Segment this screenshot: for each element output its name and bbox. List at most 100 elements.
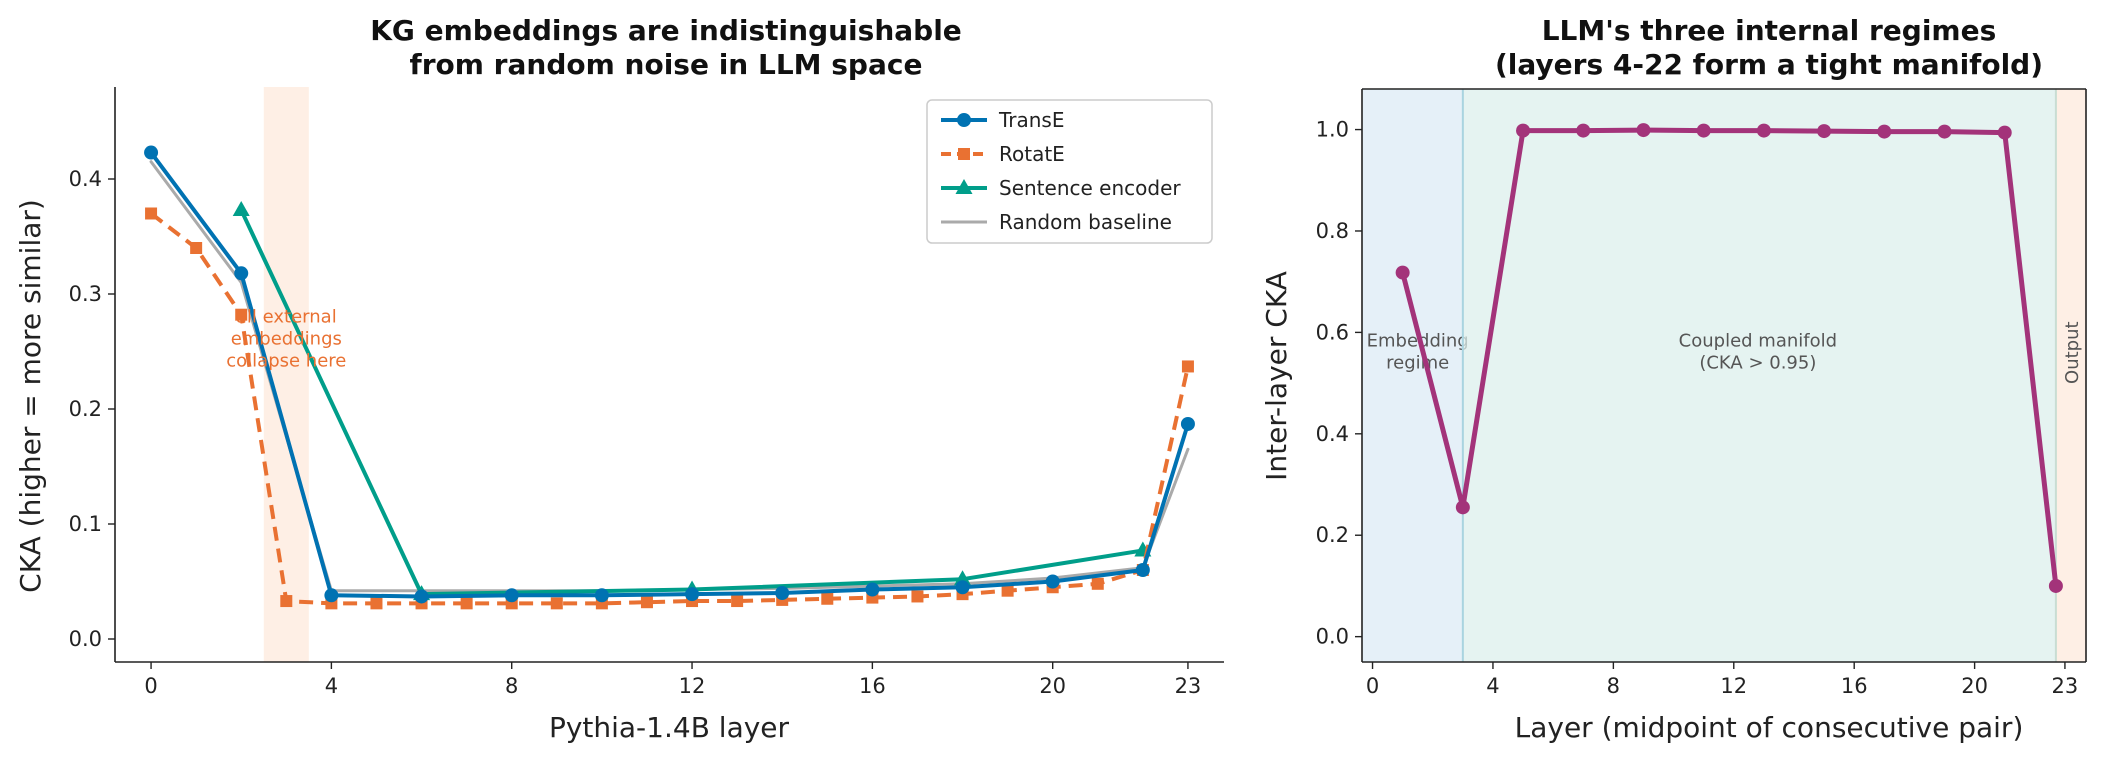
legend-item-transe: TransE bbox=[941, 108, 1065, 132]
annotation-line: collapse here bbox=[226, 351, 346, 372]
region-label: Coupled manifold bbox=[1679, 331, 1837, 352]
right-x-tick-label: 8 bbox=[1607, 674, 1620, 698]
right-chart-title-line-1: LLM's three internal regimes bbox=[1542, 14, 1997, 47]
annotation-line: embeddings bbox=[231, 329, 342, 350]
legend: TransE RotatE Sentence encoder Random basel… bbox=[926, 99, 1213, 244]
right-chart-title-line-2: (layers 4-22 form a tight manifold) bbox=[1495, 48, 2043, 81]
left-data-point bbox=[280, 595, 293, 608]
right-x-tick-label: 0 bbox=[1366, 674, 1379, 698]
left-data-point bbox=[640, 596, 653, 609]
region-coupled-manifold bbox=[1462, 89, 2056, 662]
right-y-tick-label: 0.2 bbox=[1316, 523, 1349, 547]
right-x-tick-label: 20 bbox=[1961, 674, 1988, 698]
left-data-point bbox=[144, 145, 159, 160]
left-data-point bbox=[911, 590, 924, 603]
left-x-tick-label: 20 bbox=[1039, 674, 1066, 698]
left-data-point bbox=[775, 586, 790, 600]
left-x-tick-label: 0 bbox=[144, 674, 157, 698]
legend-marker bbox=[958, 148, 970, 160]
left-series-sentence-encoder bbox=[232, 201, 1152, 601]
right-series-group bbox=[1395, 123, 2063, 593]
left-series-transe bbox=[144, 145, 1195, 604]
left-y-tick-label: 0.2 bbox=[69, 397, 102, 421]
right-x-tick-label: 4 bbox=[1486, 674, 1499, 698]
right-data-point bbox=[2048, 578, 2063, 593]
right-series-line-0 bbox=[1400, 127, 2059, 589]
left-data-point bbox=[1045, 574, 1060, 589]
left-data-point bbox=[1181, 360, 1194, 373]
left-data-point bbox=[821, 592, 834, 605]
left-data-point bbox=[145, 207, 158, 220]
legend-marker bbox=[957, 113, 971, 127]
right-y-tick-label: 0.0 bbox=[1316, 625, 1349, 649]
left-chart-title-line-2: from random noise in LLM space bbox=[410, 48, 923, 81]
right-y-tick-label: 0.8 bbox=[1316, 219, 1349, 243]
left-data-point bbox=[414, 589, 429, 604]
right-data-point bbox=[1395, 265, 1410, 280]
left-data-point bbox=[504, 588, 519, 603]
right-data-point bbox=[1756, 123, 1771, 138]
left-data-point bbox=[550, 597, 563, 610]
left-y-tick-label: 0.3 bbox=[69, 282, 102, 306]
left-data-point bbox=[954, 570, 972, 586]
left-data-point bbox=[460, 597, 473, 610]
right-y-axis-label: Inter-layer CKA bbox=[1260, 271, 1293, 481]
right-data-point bbox=[1455, 500, 1470, 515]
region-output bbox=[2055, 89, 2086, 662]
left-chart-title-line-1: KG embeddings are indistinguishable bbox=[370, 14, 962, 47]
right-data-point bbox=[1516, 123, 1531, 138]
region-embedding bbox=[1362, 89, 1463, 662]
right-data-point bbox=[1997, 125, 2012, 140]
legend-label: TransE bbox=[998, 108, 1065, 132]
left-series-group bbox=[144, 145, 1195, 610]
right-data-point bbox=[1636, 123, 1651, 138]
legend-marker bbox=[955, 179, 973, 194]
right-data-point bbox=[1576, 123, 1591, 138]
legend-label: Random baseline bbox=[999, 210, 1172, 234]
left-x-tick-label: 23 bbox=[1175, 674, 1202, 698]
region-label: (CKA > 0.95) bbox=[1699, 353, 1816, 374]
right-y-tick-label: 1.0 bbox=[1316, 118, 1349, 142]
left-y-tick-label: 0.1 bbox=[69, 512, 102, 536]
right-series-0 bbox=[1395, 123, 2063, 593]
annotation-line: all external bbox=[236, 307, 337, 328]
legend-item-sentence-encoder: Sentence encoder bbox=[941, 176, 1181, 200]
left-y-tick-label: 0.4 bbox=[69, 167, 102, 191]
left-data-point bbox=[1001, 584, 1014, 597]
right-x-tick-label: 16 bbox=[1841, 674, 1868, 698]
left-series-line-sentence-encoder bbox=[239, 208, 1145, 597]
left-x-tick-label: 12 bbox=[679, 674, 706, 698]
right-data-point bbox=[1817, 124, 1832, 139]
right-y-tick-label: 0.4 bbox=[1316, 422, 1349, 446]
region-label: Output bbox=[2062, 321, 2083, 384]
right-x-axis-label: Layer (midpoint of consecutive pair) bbox=[1515, 711, 2024, 744]
right-data-point bbox=[1696, 123, 1711, 138]
left-data-point bbox=[190, 242, 203, 254]
left-axes: 0 4 8 12 16 20 23 0.0 0.1 0.2 0.3 0.4 bbox=[69, 87, 1224, 698]
legend-label: RotatE bbox=[999, 142, 1065, 166]
left-data-point bbox=[1135, 563, 1150, 577]
left-x-tick-label: 16 bbox=[859, 674, 886, 698]
left-y-tick-label: 0.0 bbox=[69, 627, 102, 651]
left-data-point bbox=[685, 587, 700, 602]
left-data-point bbox=[235, 308, 248, 321]
left-data-point bbox=[955, 580, 970, 595]
legend-label: Sentence encoder bbox=[999, 176, 1181, 200]
right-axes: 0 4 8 12 16 20 23 0.0 0.2 0.4 0.6 0.8 1.0 bbox=[1316, 88, 2087, 698]
left-data-point bbox=[1180, 416, 1195, 431]
right-x-tick-label: 12 bbox=[1720, 674, 1747, 698]
left-data-point bbox=[1091, 577, 1104, 590]
left-y-axis-label: CKA (higher = more similar) bbox=[14, 199, 47, 593]
left-data-point bbox=[731, 595, 744, 608]
left-data-point bbox=[234, 266, 249, 281]
left-x-axis-label: Pythia-1.4B layer bbox=[549, 711, 790, 744]
left-data-point bbox=[370, 597, 383, 610]
right-data-point bbox=[1877, 124, 1892, 139]
left-data-point bbox=[594, 588, 609, 603]
legend-item-random-baseline: Random baseline bbox=[941, 210, 1172, 234]
left-x-tick-label: 4 bbox=[325, 674, 338, 698]
